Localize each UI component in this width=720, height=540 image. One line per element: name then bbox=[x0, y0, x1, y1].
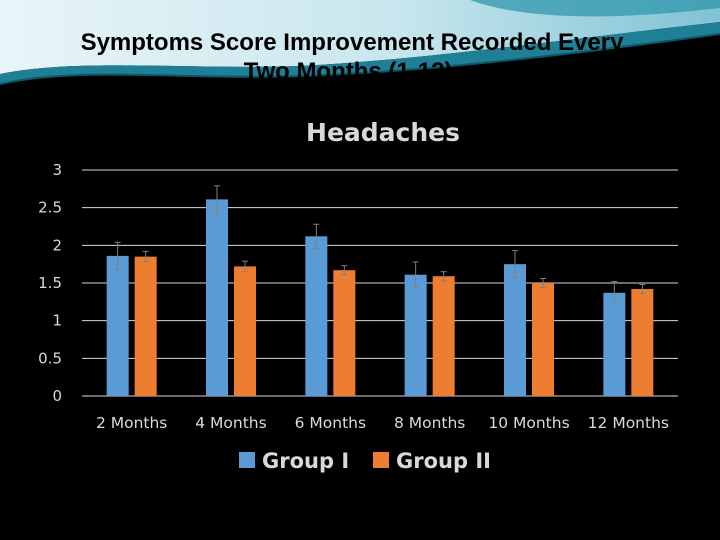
x-axis-categories: 2 Months 4 Months 6 Months 8 Months 10 Month… bbox=[96, 414, 669, 432]
y-tick-label: 0.5 bbox=[38, 349, 62, 367]
x-category-label: 4 Months bbox=[195, 414, 266, 432]
y-tick-label: 1.5 bbox=[38, 274, 62, 292]
bar-group2-4 bbox=[432, 276, 455, 396]
bar-group1-4 bbox=[404, 274, 427, 396]
bars bbox=[106, 199, 654, 396]
y-tick-label: 0 bbox=[52, 387, 62, 405]
x-category-label: 6 Months bbox=[295, 414, 366, 432]
bar-group1-1 bbox=[106, 255, 129, 396]
bar-group1-5 bbox=[504, 264, 526, 396]
legend-label-group2: Group II bbox=[396, 449, 491, 473]
bar-group2-1 bbox=[134, 256, 157, 396]
header-banner bbox=[0, 0, 720, 85]
x-category-label: 8 Months bbox=[394, 414, 465, 432]
y-tick-label: 2 bbox=[52, 236, 62, 254]
gridlines bbox=[82, 169, 678, 397]
chart-title: Headaches bbox=[306, 118, 460, 147]
x-category-label: 10 Months bbox=[488, 414, 569, 432]
bar-group2-3 bbox=[333, 270, 356, 396]
bar-group2-6 bbox=[631, 289, 654, 396]
bar-group1-2 bbox=[206, 199, 228, 396]
bar-group2-5 bbox=[532, 283, 554, 396]
legend-swatch-group2 bbox=[373, 452, 389, 468]
y-tick-label: 3 bbox=[52, 161, 62, 179]
legend: Group I Group II bbox=[239, 449, 491, 473]
x-category-label: 2 Months bbox=[96, 414, 167, 432]
y-tick-label: 1 bbox=[52, 312, 62, 330]
legend-swatch-group1 bbox=[239, 452, 255, 468]
slide-title-line-2: Two Months (1-12): bbox=[243, 58, 461, 85]
bar-group1-6 bbox=[603, 292, 626, 396]
legend-label-group1: Group I bbox=[262, 449, 349, 473]
y-axis-ticks: 0 0.5 1 1.5 2 2.5 3 bbox=[38, 161, 62, 405]
slide-title-line-1: Symptoms Score Improvement Recorded Ever… bbox=[80, 29, 624, 56]
bar-group1-3 bbox=[305, 236, 328, 396]
x-category-label: 12 Months bbox=[588, 414, 669, 432]
y-tick-label: 2.5 bbox=[38, 199, 62, 217]
slide-title: Symptoms Score Improvement Recorded Ever… bbox=[0, 28, 704, 86]
bar-group2-2 bbox=[234, 266, 256, 396]
error-bars bbox=[114, 185, 646, 305]
